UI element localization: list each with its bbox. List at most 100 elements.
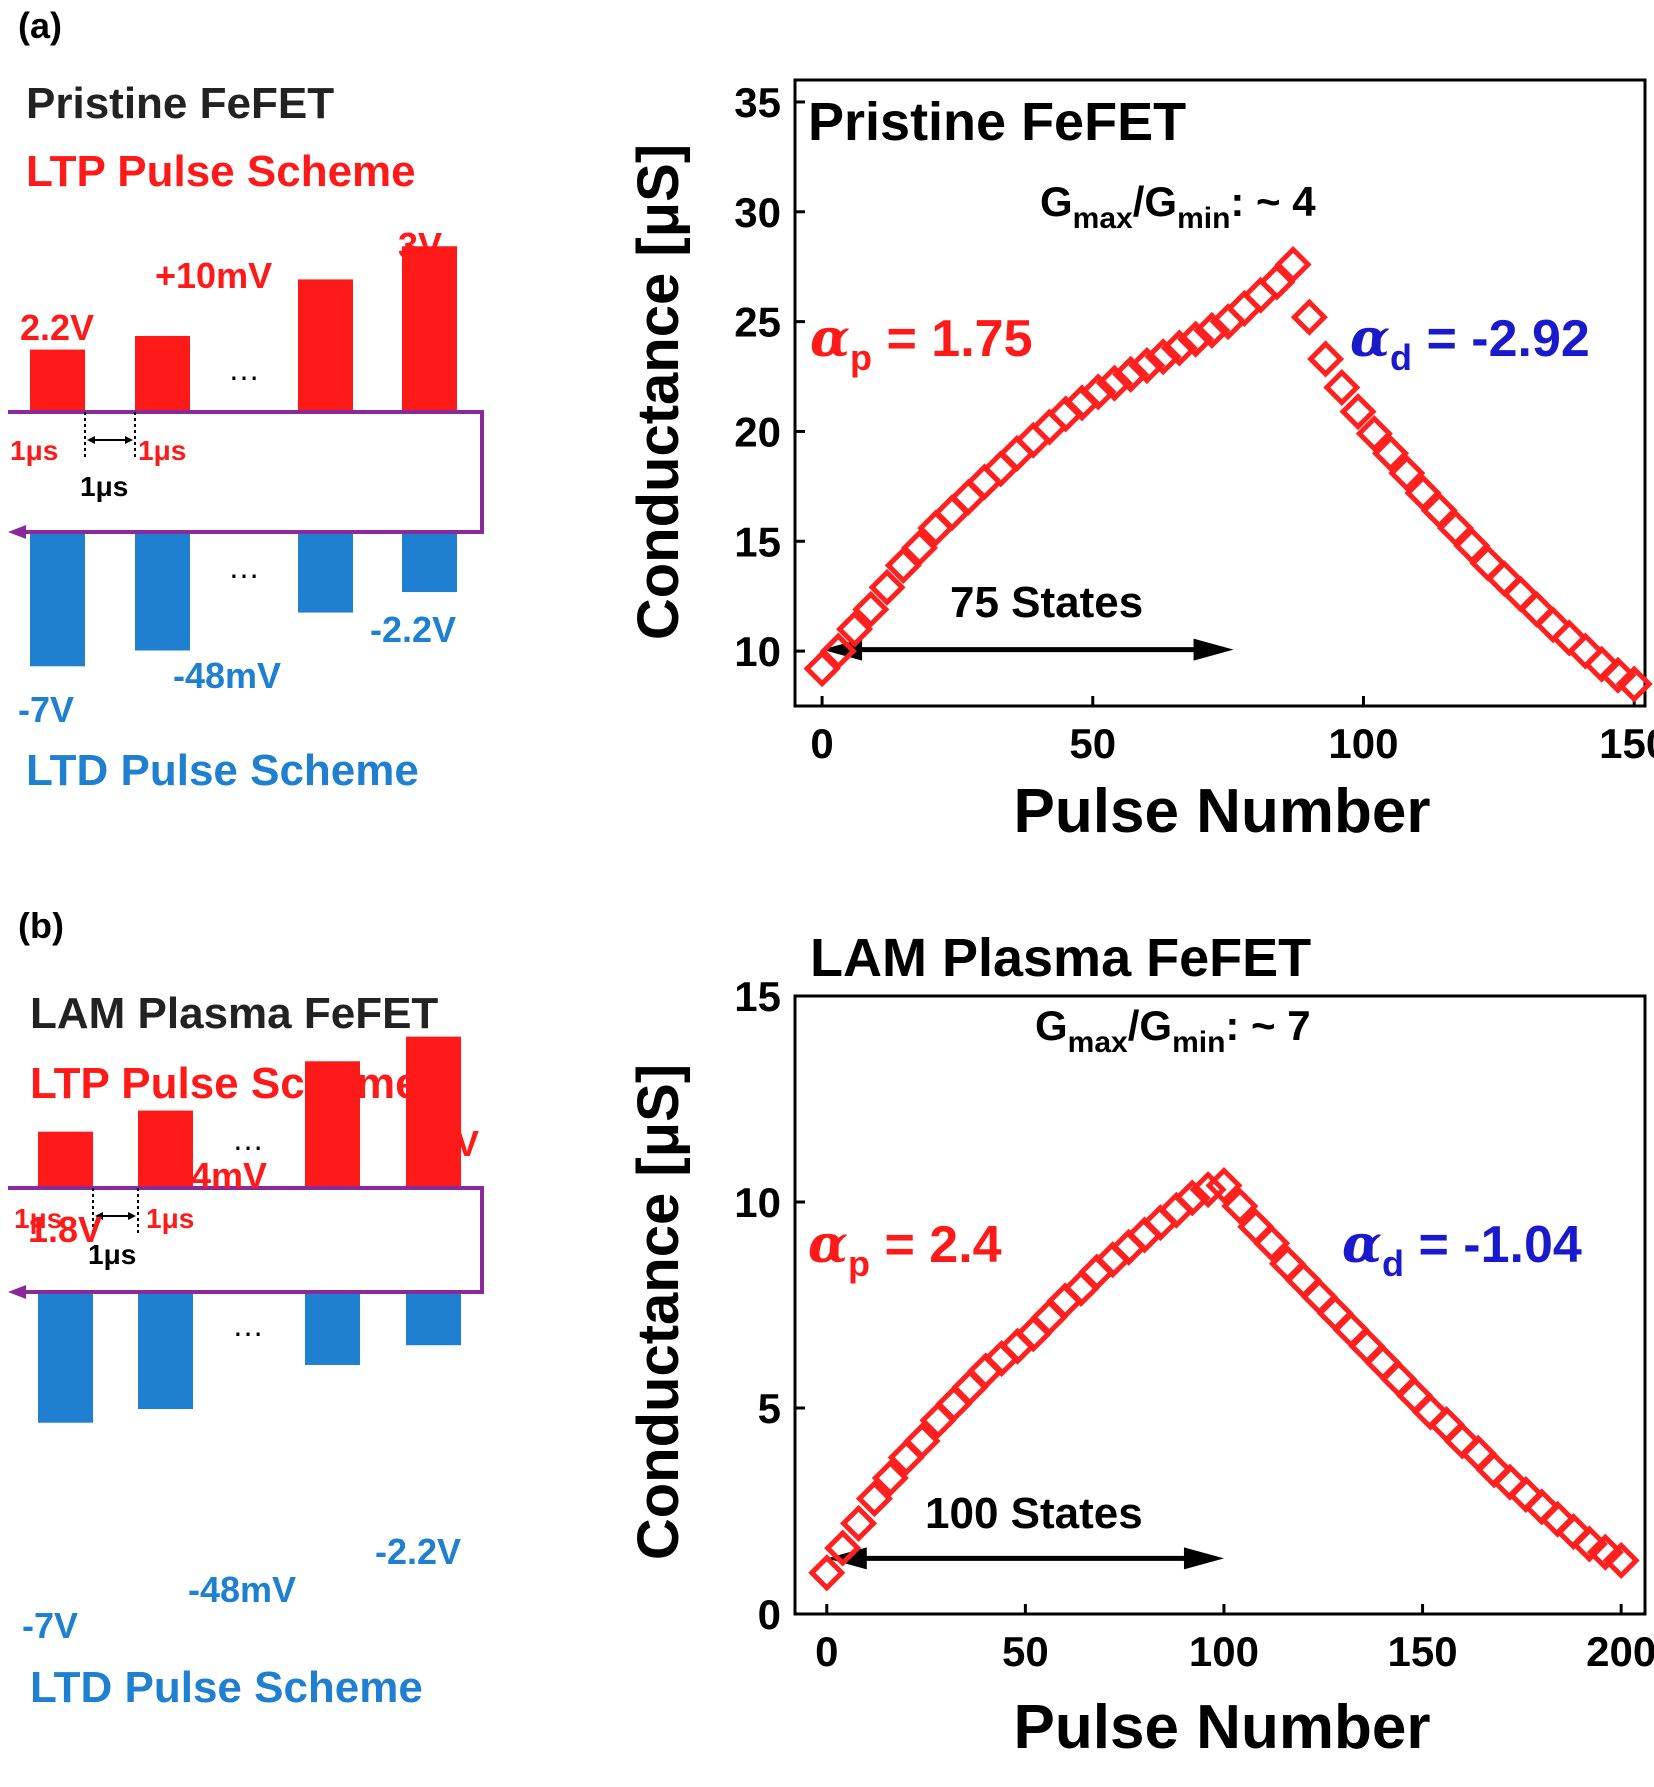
- chart-title: Pristine FeFET: [808, 92, 1186, 152]
- pulse-scheme-a: [8, 246, 484, 667]
- y-tick-label: 30: [734, 189, 781, 236]
- y-tick-label: 35: [734, 79, 781, 126]
- ltd-last-voltage: -2.2V: [370, 609, 456, 650]
- data-point: [1274, 245, 1312, 284]
- ltd-ellipsis: …: [232, 1307, 264, 1343]
- data-point: [1501, 575, 1540, 613]
- data-point: [1221, 1187, 1259, 1225]
- y-tick-label: 5: [758, 1385, 781, 1432]
- data-point: [1258, 263, 1296, 301]
- data-point: [1602, 1541, 1640, 1579]
- device-title: Pristine FeFET: [26, 79, 334, 128]
- ltp-last-voltage: 2.2V: [405, 1123, 479, 1164]
- ltd-pulse-bar: [402, 532, 457, 593]
- panel-a: (a) Pristine FeFET LTP Pulse Scheme LTD …: [0, 0, 1654, 875]
- x-axis-label: Pulse Number: [1014, 777, 1431, 846]
- data-point: [1332, 1311, 1370, 1349]
- ltp-pulse-bar: [402, 246, 457, 412]
- ltd-ellipsis: …: [228, 549, 260, 585]
- data-point: [1534, 606, 1572, 644]
- data-point: [1193, 311, 1231, 349]
- figure-a: (a) Pristine FeFET LTP Pulse Scheme LTD …: [8, 5, 1654, 846]
- pulse-gap-arrow-head: [128, 1212, 136, 1220]
- data-point: [951, 1368, 989, 1406]
- data-point: [1599, 656, 1637, 694]
- ltd-pulse-bar: [305, 1292, 360, 1365]
- y-tick-label: 0: [758, 1591, 781, 1638]
- data-point: [1095, 364, 1133, 402]
- states-label: 100 States: [925, 1489, 1143, 1538]
- data-point: [1453, 527, 1491, 565]
- x-tick-label: 0: [810, 720, 833, 767]
- data-point: [1014, 421, 1052, 459]
- data-point: [965, 463, 1004, 501]
- timeline-arrow-head: [8, 525, 26, 539]
- data-point: [1355, 415, 1393, 453]
- data-point: [1128, 347, 1166, 385]
- data-point: [1242, 276, 1280, 314]
- data-point: [1253, 1224, 1291, 1262]
- data-point: [824, 1529, 862, 1567]
- data-point: [1348, 1327, 1386, 1365]
- ltd-last-voltage: -2.2V: [375, 1531, 461, 1572]
- data-point: [1307, 340, 1345, 378]
- pulse-gap-arrow-head: [125, 436, 133, 444]
- ltp-first-voltage: 1.8V: [28, 1209, 102, 1250]
- ltd-title: LTD Pulse Scheme: [30, 1663, 423, 1712]
- data-point: [1364, 1344, 1402, 1382]
- ltp-pulse-bar: [135, 335, 190, 412]
- alpha-p-label: αp = 1.75: [810, 308, 1032, 378]
- ltd-step: -48mV: [188, 1569, 296, 1610]
- ltd-pulse-bar: [135, 532, 190, 651]
- ltd-pulse-bar: [406, 1292, 461, 1346]
- data-point: [1030, 408, 1068, 446]
- y-tick-label: 25: [734, 299, 781, 346]
- ltd-pulse-bar: [298, 532, 353, 613]
- alpha-p-label: αp = 2.4: [808, 1214, 1002, 1284]
- chart-b: 0 50 100 150 200 0 5 10 15: [734, 973, 1654, 1675]
- gmax-gmin-label: Gmax/Gmin: ~ 4: [1040, 178, 1316, 235]
- ltp-pulse-bar: [298, 279, 353, 412]
- ltd-pulse-bar: [138, 1292, 193, 1410]
- data-point: [1586, 1533, 1624, 1571]
- data-point: [1570, 1525, 1608, 1563]
- data-point: [1284, 1261, 1322, 1299]
- panel-label: (b): [18, 912, 64, 946]
- y-tick-label: 15: [734, 973, 781, 1020]
- data-point: [949, 478, 987, 516]
- timeline-frame: [8, 410, 484, 534]
- pulse-width-left: 1μs: [10, 435, 58, 466]
- data-point: [1380, 1360, 1418, 1398]
- ltp-last-voltage: 3V: [398, 225, 442, 266]
- x-axis-label: Pulse Number: [1014, 1693, 1431, 1750]
- y-axis-label: Conductance [μS]: [626, 1064, 691, 1560]
- states-arrow-head: [1183, 1547, 1224, 1570]
- data-point: [1177, 320, 1215, 358]
- data-point: [1030, 1298, 1068, 1336]
- data-point: [840, 1504, 878, 1542]
- pulse-width-left: 1μs: [14, 1203, 62, 1234]
- ltp-title: LTP Pulse Scheme: [30, 1059, 420, 1108]
- ltd-first-voltage: -7V: [22, 1605, 78, 1646]
- data-point: [868, 568, 906, 606]
- panel-label: (a): [18, 5, 62, 46]
- ltd-step: -48mV: [173, 655, 281, 696]
- data-point: [933, 494, 971, 532]
- y-axis-label: Conductance [μS]: [626, 144, 691, 640]
- x-tick-label: 150: [1388, 1628, 1458, 1675]
- x-tick-label: 100: [1328, 720, 1398, 767]
- data-point: [1518, 590, 1556, 628]
- gmax-gmin-label: Gmax/Gmin: ~ 7: [1035, 1002, 1311, 1059]
- x-tick-label: 0: [815, 1628, 838, 1675]
- data-point: [1566, 632, 1604, 670]
- alpha-d-label: αd = -1.04: [1342, 1214, 1582, 1284]
- data-point: [1189, 1171, 1227, 1209]
- ltp-pulse-bar: [138, 1110, 193, 1188]
- figure-b: (b) LAM Plasma FeFET LTP Pulse Scheme LT…: [8, 905, 1654, 1762]
- device-title: LAM Plasma FeFET: [30, 989, 438, 1038]
- y-tick-label: 15: [734, 518, 781, 565]
- ltp-step: +4mV: [170, 1155, 267, 1196]
- ltp-title: LTP Pulse Scheme: [26, 147, 416, 196]
- ltd-pulse-bar: [30, 532, 85, 667]
- chart-title: LAM Plasma FeFET: [810, 928, 1311, 988]
